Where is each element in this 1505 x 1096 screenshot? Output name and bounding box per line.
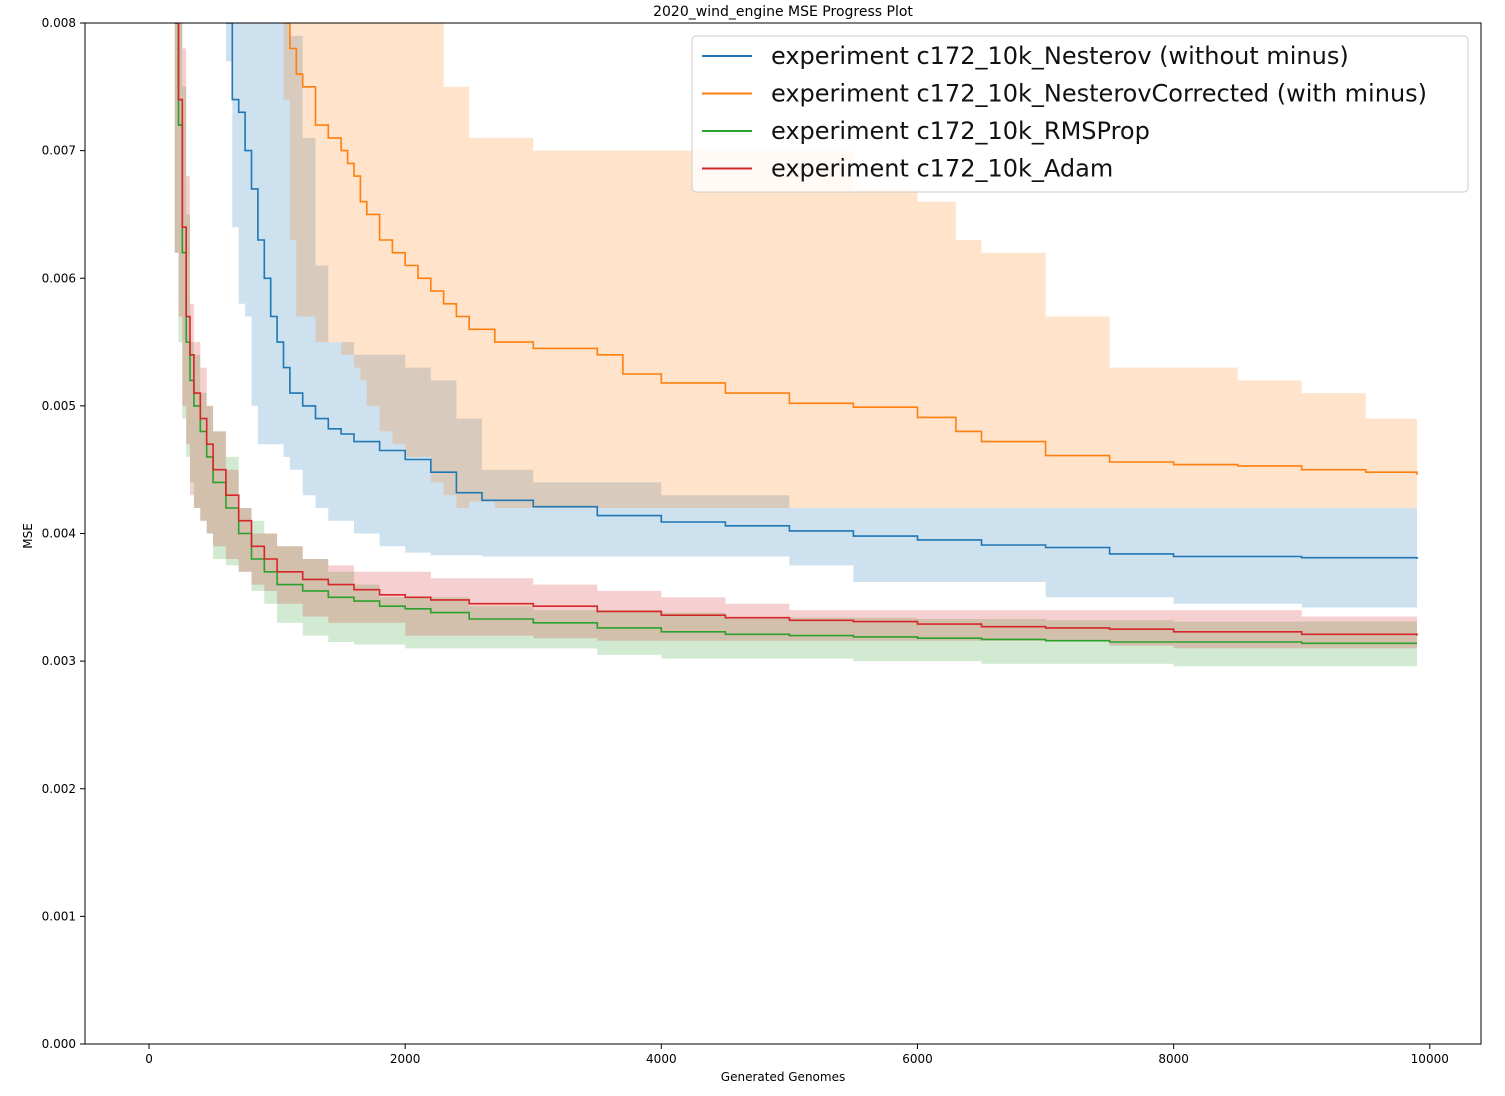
legend-label: experiment c172_10k_Nesterov (without mi…	[771, 42, 1349, 70]
legend-box	[691, 35, 1469, 193]
x-axis-label: Generated Genomes	[721, 1070, 845, 1084]
series-line-2	[174, 23, 1417, 645]
x-tick-label: 8000	[1158, 1052, 1189, 1066]
confidence-band-series-0	[225, 23, 1417, 608]
x-tick-label: 0	[145, 1052, 153, 1066]
y-tick-label: 0.000	[42, 1037, 76, 1051]
y-tick-label: 0.006	[42, 271, 76, 285]
confidence-band-series-2	[174, 23, 1418, 667]
y-axis: 0.000 0.001 0.002 0.003 0.004 0.005 0.006 0.007…	[42, 16, 85, 1051]
series-line-0	[225, 23, 1418, 559]
series-line-3	[174, 23, 1418, 636]
chart-title: 2020_wind_engine MSE Progress Plot	[653, 4, 913, 20]
series-lines	[174, 23, 1418, 645]
x-tick-label: 10000	[1411, 1052, 1449, 1066]
x-tick-label: 2000	[390, 1052, 421, 1066]
y-tick-label: 0.001	[42, 909, 76, 923]
y-tick-label: 0.005	[42, 399, 76, 413]
y-tick-label: 0.003	[42, 654, 76, 668]
series-line-1	[283, 23, 1418, 475]
confidence-band-series-3	[174, 23, 1418, 649]
y-tick-label: 0.004	[42, 527, 76, 541]
x-axis: 0 2000 4000 6000 8000 10000	[145, 1044, 1449, 1066]
legend-label: experiment c172_10k_NesterovCorrected (w…	[771, 80, 1427, 108]
confidence-bands	[174, 23, 1418, 667]
y-tick-label: 0.008	[42, 16, 76, 30]
x-tick-label: 6000	[902, 1052, 933, 1066]
legend-items: experiment c172_10k_Nesterov (without mi…	[702, 42, 1427, 183]
y-axis-label: MSE	[21, 523, 35, 549]
x-tick-label: 4000	[646, 1052, 677, 1066]
legend-label: experiment c172_10k_RMSProp	[771, 117, 1150, 145]
legend-label: experiment c172_10k_Adam	[771, 155, 1113, 183]
legend: experiment c172_10k_Nesterov (without mi…	[691, 35, 1469, 193]
confidence-band-series-1	[283, 23, 1417, 508]
y-tick-label: 0.002	[42, 782, 76, 796]
y-tick-label: 0.007	[42, 144, 76, 158]
